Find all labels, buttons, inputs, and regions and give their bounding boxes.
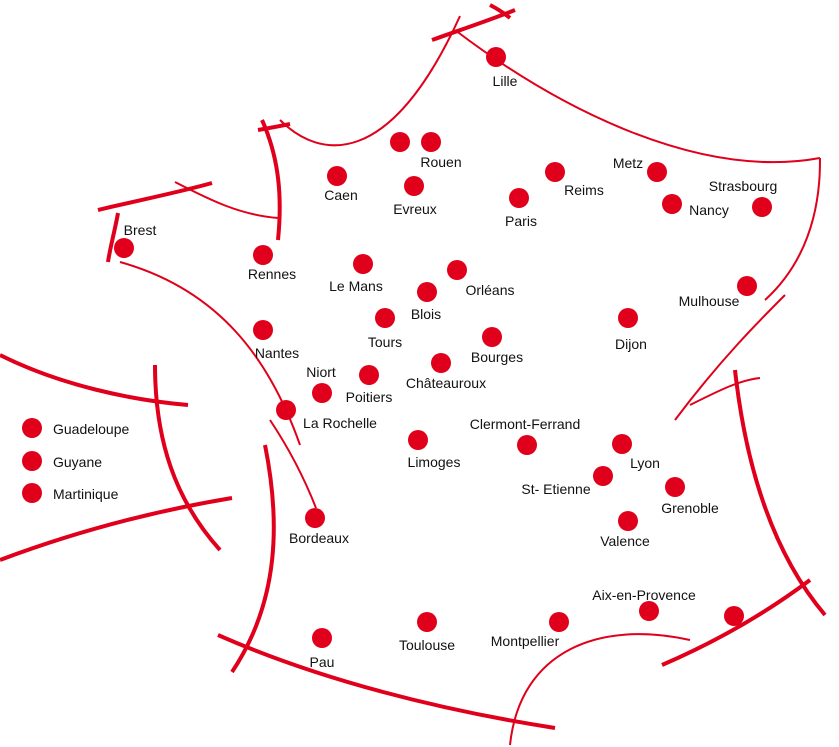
city-dot-paris bbox=[509, 188, 529, 208]
city-dot-clermont-ferrand bbox=[517, 435, 537, 455]
city-dot-poitiers bbox=[359, 365, 379, 385]
legend-dot-guyane bbox=[22, 451, 42, 471]
legend-label-guadeloupe: Guadeloupe bbox=[53, 421, 130, 437]
legend-label-martinique: Martinique bbox=[53, 486, 119, 502]
city-label-rouen: Rouen bbox=[420, 154, 462, 170]
city-dot-nantes bbox=[253, 320, 273, 340]
city-dot-mulhouse bbox=[737, 276, 757, 296]
city-label-limoges: Limoges bbox=[407, 454, 461, 470]
city-label-tours: Tours bbox=[367, 334, 403, 350]
city-label-aix-en-provence: Aix-en-Provence bbox=[592, 587, 696, 603]
city-label-montpellier: Montpellier bbox=[490, 633, 560, 649]
city-dot-nice bbox=[724, 606, 744, 626]
legend-dot-martinique bbox=[22, 483, 42, 503]
city-dot-rouen bbox=[421, 132, 441, 152]
city-dot-la-rochelle bbox=[276, 400, 296, 420]
map-outline bbox=[0, 3, 827, 746]
city-label-poitiers: Poitiers bbox=[345, 389, 393, 405]
city-dot-reims bbox=[545, 162, 565, 182]
legend-markers bbox=[22, 418, 42, 503]
city-dot-dijon bbox=[618, 308, 638, 328]
city-dot-bourges bbox=[482, 327, 502, 347]
city-label-toulouse: Toulouse bbox=[398, 637, 456, 653]
city-dot-toulouse bbox=[417, 612, 437, 632]
city-dot-st-etienne bbox=[593, 466, 613, 486]
city-label-blois: Blois bbox=[410, 306, 442, 322]
city-dot-lille bbox=[486, 47, 506, 67]
city-dot-tours bbox=[375, 308, 395, 328]
city-label-valence: Valence bbox=[600, 533, 650, 549]
city-dot-rennes bbox=[253, 245, 273, 265]
city-label-brest: Brest bbox=[123, 222, 157, 238]
city-label-lyon: Lyon bbox=[630, 455, 660, 471]
city-dot-limoges bbox=[408, 430, 428, 450]
city-dot-lyon bbox=[612, 434, 632, 454]
city-dot-blois bbox=[417, 282, 437, 302]
city-dot-grenoble bbox=[665, 477, 685, 497]
city-label-lille: Lille bbox=[492, 73, 518, 89]
city-dot-orleans bbox=[447, 260, 467, 280]
legend-label-guyane: Guyane bbox=[53, 454, 103, 470]
city-dot-chateauroux bbox=[431, 353, 451, 373]
city-label-orleans: Orléans bbox=[465, 282, 515, 298]
city-dot-niort bbox=[312, 383, 332, 403]
city-dot-aix-en-provence bbox=[639, 601, 659, 621]
city-dot-valence bbox=[618, 511, 638, 531]
city-dot-pau bbox=[312, 628, 332, 648]
city-dot-metz bbox=[647, 162, 667, 182]
city-dot-caen bbox=[327, 166, 347, 186]
city-label-reims: Reims bbox=[564, 182, 604, 198]
city-label-nantes: Nantes bbox=[254, 345, 300, 361]
city-label-niort: Niort bbox=[306, 364, 336, 380]
city-label-metz: Metz bbox=[612, 155, 644, 171]
legend-dot-guadeloupe bbox=[22, 418, 42, 438]
city-dot-evreux bbox=[404, 176, 424, 196]
city-label-evreux: Evreux bbox=[393, 201, 437, 217]
city-dot-strasbourg bbox=[752, 197, 772, 217]
city-label-grenoble: Grenoble bbox=[661, 500, 719, 516]
city-dot-bordeaux bbox=[305, 508, 325, 528]
city-dot-rouen-1 bbox=[390, 132, 410, 152]
city-label-la-rochelle: La Rochelle bbox=[303, 415, 377, 431]
city-label-mulhouse: Mulhouse bbox=[678, 293, 740, 309]
city-label-bourges: Bourges bbox=[470, 349, 524, 365]
city-dot-nancy bbox=[662, 194, 682, 214]
city-label-le-mans: Le Mans bbox=[329, 278, 383, 294]
city-label-dijon: Dijon bbox=[615, 336, 647, 352]
city-label-paris: Paris bbox=[505, 213, 537, 229]
city-label-clermont-ferrand: Clermont-Ferrand bbox=[469, 416, 581, 432]
city-label-pau: Pau bbox=[309, 654, 335, 670]
city-label-strasbourg: Strasbourg bbox=[708, 178, 778, 194]
city-dot-brest bbox=[114, 238, 134, 258]
city-label-nancy: Nancy bbox=[689, 202, 729, 218]
city-markers bbox=[114, 47, 772, 648]
city-label-bordeaux: Bordeaux bbox=[289, 530, 349, 546]
city-label-st-etienne: St- Etienne bbox=[521, 481, 591, 497]
city-label-chateauroux: Châteauroux bbox=[405, 375, 487, 391]
city-dot-montpellier bbox=[549, 612, 569, 632]
city-label-rennes: Rennes bbox=[247, 266, 297, 282]
city-dot-le-mans bbox=[353, 254, 373, 274]
city-label-caen: Caen bbox=[324, 187, 358, 203]
